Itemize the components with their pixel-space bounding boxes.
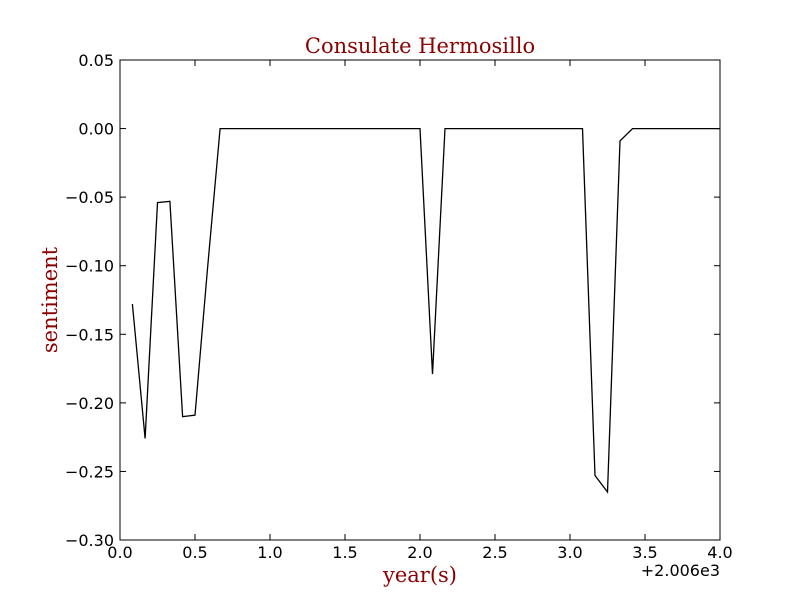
x-tick-label: 4.0 bbox=[707, 543, 732, 562]
y-axis-label: sentiment bbox=[38, 246, 62, 353]
axis-ticks bbox=[119, 59, 721, 541]
y-tick-label: −0.15 bbox=[65, 325, 114, 344]
y-tick-label: −0.25 bbox=[65, 462, 114, 481]
x-tick-label: 1.5 bbox=[332, 543, 357, 562]
x-tick-label: 3.0 bbox=[557, 543, 582, 562]
x-axis-offset-label: +2.006e3 bbox=[641, 561, 720, 580]
sentiment-series-line bbox=[131, 127, 720, 494]
y-tick-label: −0.20 bbox=[65, 394, 114, 413]
x-axis-tick-labels: 0.0 0.5 1.0 1.5 2.0 2.5 3.0 3.5 4.0 bbox=[107, 543, 732, 562]
x-tick-label: 2.5 bbox=[482, 543, 507, 562]
x-tick-label: 1.0 bbox=[257, 543, 282, 562]
x-axis-label: year(s) bbox=[382, 563, 457, 587]
y-tick-label: 0.00 bbox=[78, 120, 114, 139]
y-tick-label: 0.05 bbox=[78, 51, 114, 70]
y-axis-tick-labels: 0.05 0.00 −0.05 −0.10 −0.15 −0.20 −0.25 −0.30 bbox=[65, 51, 114, 550]
y-tick-label: −0.30 bbox=[65, 531, 114, 550]
y-tick-label: −0.10 bbox=[65, 257, 114, 276]
chart-title: Consulate Hermosillo bbox=[305, 34, 535, 58]
y-tick-label: −0.05 bbox=[65, 188, 114, 207]
x-tick-label: 0.0 bbox=[107, 543, 132, 562]
x-tick-label: 0.5 bbox=[182, 543, 207, 562]
x-tick-label: 2.0 bbox=[407, 543, 432, 562]
x-tick-label: 3.5 bbox=[632, 543, 657, 562]
